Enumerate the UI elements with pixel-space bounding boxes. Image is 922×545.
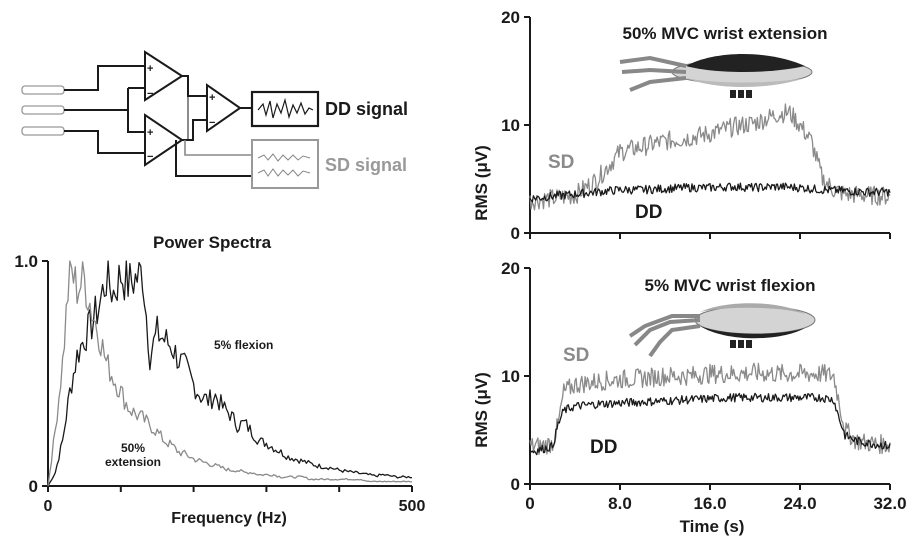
series-line-dd bbox=[529, 392, 891, 456]
y-tick-label: 0 bbox=[29, 477, 38, 496]
y-tick-label: 10 bbox=[501, 116, 520, 135]
power-spectra-chart: 0 500 0 1.0 bbox=[14, 252, 425, 515]
plus-sign: + bbox=[147, 63, 153, 75]
sd-series-label: SD bbox=[548, 152, 574, 173]
minus-sign: − bbox=[147, 151, 153, 163]
x-tick-label: 500 bbox=[399, 498, 426, 515]
arm-extension-illustration bbox=[619, 54, 813, 98]
series-line-50-extension bbox=[47, 260, 413, 487]
chart-title: Power Spectra bbox=[153, 233, 272, 252]
x-tick-label: 0 bbox=[525, 494, 534, 513]
electrode-3 bbox=[21, 126, 65, 136]
amplifier-1 bbox=[144, 50, 184, 102]
dd-signal-box bbox=[250, 90, 320, 128]
electrode-2 bbox=[21, 105, 65, 115]
arm-flexion-illustration bbox=[628, 303, 816, 358]
amplifier-3 bbox=[206, 83, 242, 133]
y-tick-label: 20 bbox=[501, 259, 520, 278]
minus-sign: − bbox=[147, 88, 153, 100]
x-tick-label: 24.0 bbox=[783, 494, 816, 513]
y-axis-label: RMS (μV) bbox=[472, 372, 491, 448]
y-tick-label: 10 bbox=[501, 367, 520, 386]
x-tick-label: 16.0 bbox=[693, 494, 726, 513]
x-axis-label: Time (s) bbox=[680, 517, 745, 536]
series-line-sd bbox=[529, 362, 891, 455]
annotation-extension: extension bbox=[105, 455, 161, 469]
x-tick-label: 32.0 bbox=[873, 494, 906, 513]
dd-series-label: DD bbox=[590, 437, 617, 458]
y-tick-label: 0 bbox=[511, 475, 520, 494]
dd-signal-label: DD signal bbox=[325, 99, 408, 119]
minus-sign: − bbox=[209, 117, 215, 129]
wrist-extension-chart: 0 10 20 bbox=[501, 8, 891, 243]
sd-signal-box bbox=[251, 139, 319, 189]
plus-sign: + bbox=[147, 127, 153, 139]
dd-series-label: DD bbox=[635, 202, 662, 223]
plus-sign: + bbox=[209, 92, 215, 104]
sd-series-label: SD bbox=[563, 345, 589, 366]
x-axis-label: Frequency (Hz) bbox=[171, 510, 287, 527]
y-axis-label: RMS (μV) bbox=[472, 145, 491, 221]
electrode-1 bbox=[21, 85, 65, 95]
annotation-5pct-flexion: 5% flexion bbox=[214, 338, 273, 352]
y-tick-label: 1.0 bbox=[14, 252, 38, 271]
series-line-5-flexion bbox=[47, 260, 413, 487]
chart-title: 5% MVC wrist flexion bbox=[645, 276, 816, 295]
wrist-flexion-chart: 0 8.0 16.0 24.0 32.0 0 10 20 bbox=[501, 259, 906, 513]
y-tick-label: 20 bbox=[501, 8, 520, 27]
x-tick-label: 0 bbox=[44, 498, 53, 515]
x-tick-label: 8.0 bbox=[608, 494, 632, 513]
chart-title: 50% MVC wrist extension bbox=[622, 24, 827, 43]
y-tick-label: 0 bbox=[511, 224, 520, 243]
series-line-dd bbox=[529, 182, 891, 203]
annotation-50pct: 50% bbox=[121, 441, 145, 455]
circuit-diagram bbox=[21, 50, 320, 189]
sd-signal-label: SD signal bbox=[325, 155, 407, 175]
amplifier-2 bbox=[144, 113, 184, 167]
